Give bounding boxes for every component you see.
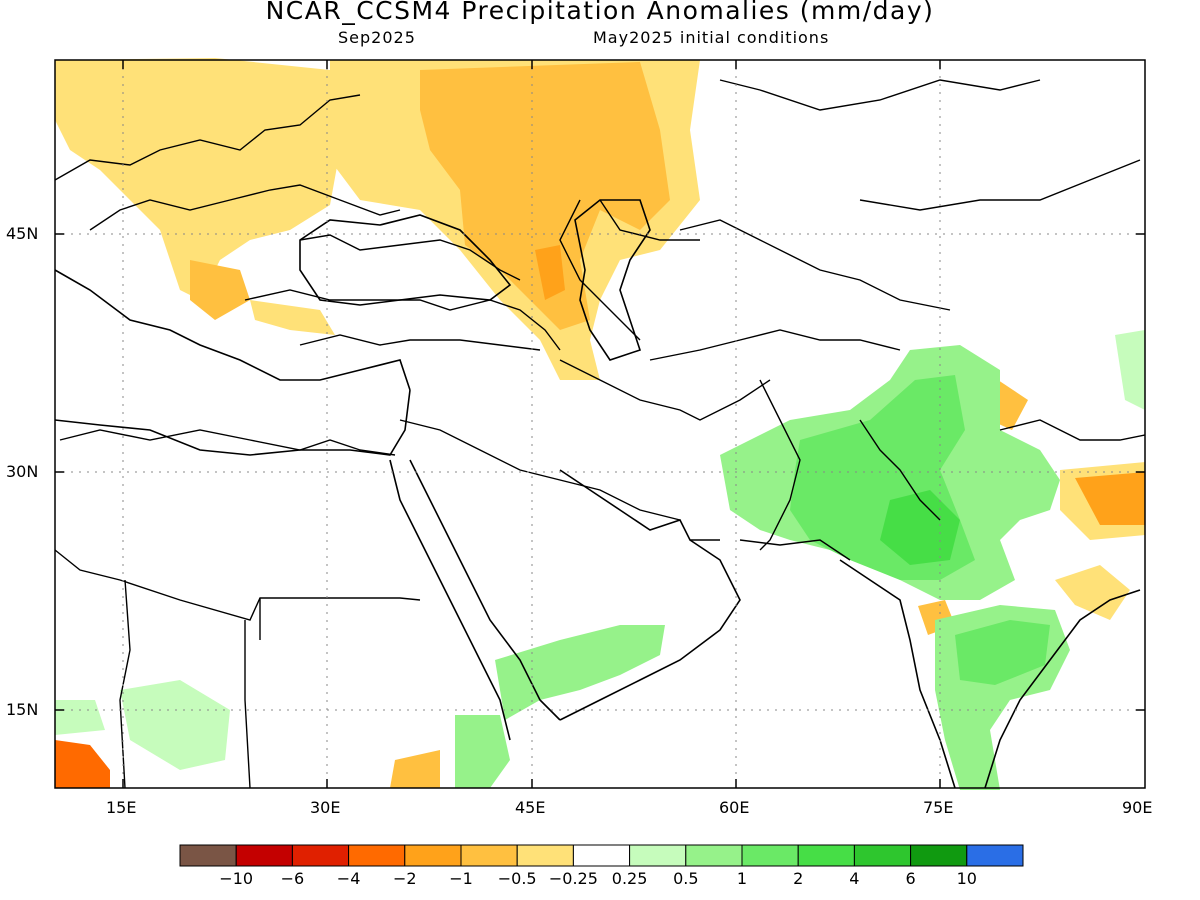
colorbar-label: −4 [336, 869, 361, 888]
wet-anomaly-ethiopia [455, 715, 510, 788]
mediterranean-south-coast [54, 389, 411, 456]
colorbar-swatch [572, 844, 631, 867]
colorbar-swatch [910, 844, 968, 867]
dry-anomaly-west-africa [55, 740, 110, 788]
moderate-dry-anomaly-nepal [1075, 472, 1145, 525]
gridlines [55, 60, 1145, 788]
chart-title: NCAR_CCSM4 Precipitation Anomalies (mm/d… [265, 0, 935, 25]
colorbar [179, 844, 1024, 867]
colorbar-swatch [460, 844, 518, 867]
colorbar-swatch [741, 844, 799, 867]
initial-conditions: May2025 initial conditions [593, 28, 830, 47]
wet-anomaly-bay-of-bengal [1115, 330, 1145, 410]
india-east-coast [984, 589, 1141, 789]
anomaly-fields [55, 58, 1145, 790]
colorbar-label: −1 [449, 869, 473, 888]
dry-anomaly-east-india [1055, 565, 1130, 620]
lat-tick-label: 15N [6, 700, 39, 719]
red-sea-coast [389, 459, 561, 741]
colorbar-swatch [404, 844, 462, 867]
wet-anomaly-sahel [55, 700, 105, 735]
lon-tick-label: 30E [310, 798, 341, 817]
colorbar-swatch [966, 844, 1024, 867]
colorbar-swatch [629, 844, 687, 867]
dry-anomaly-east-africa [390, 750, 440, 788]
caspian-sea-coast [574, 199, 651, 361]
forecast-month: Sep2025 [338, 28, 416, 47]
colorbar-swatch [291, 844, 350, 867]
dry-anomaly-balkans [190, 260, 250, 320]
colorbar-label: 4 [849, 869, 860, 888]
lon-tick-label: 90E [1122, 798, 1153, 817]
colorbar-swatch [348, 844, 406, 867]
lat-tick-label: 45N [6, 224, 39, 243]
strong-dry-anomaly-caucasus [535, 245, 565, 300]
colorbar-swatch [853, 844, 912, 867]
colorbar-swatch [179, 844, 237, 867]
mediterranean-north-coast [54, 269, 411, 391]
colorbar-swatch [235, 844, 293, 867]
colorbar-label: 10 [956, 869, 977, 888]
colorbar-label: −6 [280, 869, 305, 888]
colorbar-label: −0.25 [548, 869, 598, 888]
tick-marks [55, 60, 1145, 788]
moderate-dry-anomaly-russia [420, 62, 670, 330]
colorbar-label: 1 [736, 869, 748, 888]
wet-anomaly-sudan [120, 680, 230, 770]
strong-wet-anomaly-central-india [955, 620, 1050, 685]
lon-tick-label: 60E [719, 798, 750, 817]
colorbar-label: −2 [393, 869, 417, 888]
lon-tick-label: 75E [923, 798, 954, 817]
lon-tick-label: 15E [106, 798, 137, 817]
lon-tick-label: 45E [515, 798, 546, 817]
colorbar-label: 6 [905, 869, 916, 888]
colorbar-label: −0.5 [497, 869, 537, 888]
colorbar-swatch [516, 844, 574, 867]
colorbar-label: −10 [219, 869, 254, 888]
colorbar-swatch [797, 844, 855, 867]
arabian-sea-coast [559, 539, 741, 721]
country-borders [54, 79, 1146, 789]
colorbar-label: 2 [793, 869, 804, 888]
map-frame [54, 59, 1146, 789]
dry-anomaly-turkey [250, 300, 335, 335]
colorbar-swatch [685, 844, 743, 867]
colorbar-label: 0.5 [673, 869, 699, 888]
persian-gulf-coast [559, 469, 720, 541]
colorbar-label: 0.25 [611, 869, 648, 888]
wet-anomaly-yemen [495, 625, 665, 720]
dry-anomaly-europe [55, 58, 340, 300]
lat-tick-label: 30N [6, 462, 39, 481]
